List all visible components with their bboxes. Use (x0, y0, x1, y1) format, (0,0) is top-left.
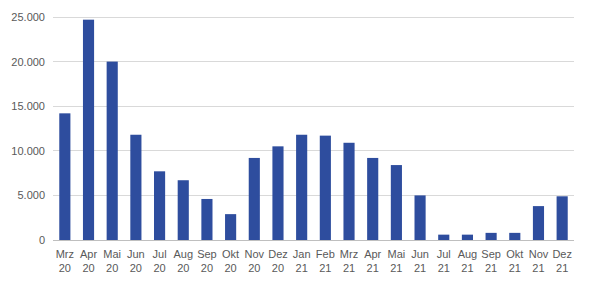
x-tick-label: Jul20 (153, 248, 167, 274)
x-tick-label: Nov21 (529, 248, 549, 274)
grid (53, 17, 574, 240)
x-tick-label: Sep21 (481, 248, 501, 274)
grid-line (53, 106, 574, 107)
x-tick-label: Jul21 (437, 248, 451, 274)
x-tick-label: Mrz20 (56, 248, 74, 274)
x-tick-label: Feb21 (316, 248, 335, 274)
bar (272, 146, 283, 240)
x-tick-label: Aug20 (173, 248, 193, 274)
x-tick-label: Mai21 (388, 248, 406, 274)
chart: 0 5.000 10.000 15.000 20.000 25.000 Mrz20 Apr20… (0, 0, 590, 287)
x-tick-label: Apr20 (80, 248, 97, 274)
x-tick-label: Apr21 (364, 248, 381, 274)
bar (296, 135, 307, 240)
x-tick-label: Dez21 (552, 248, 572, 274)
x-tick-label: Aug21 (458, 248, 478, 274)
x-tick-label: Dez20 (268, 248, 288, 274)
bar (201, 199, 212, 240)
y-tick-label: 10.000 (11, 145, 45, 157)
x-tick-label: Mai20 (103, 248, 121, 274)
bar (59, 113, 70, 240)
grid-line (53, 61, 574, 62)
bar (249, 158, 260, 240)
bar (533, 206, 544, 240)
bar (462, 235, 473, 240)
bar (557, 196, 568, 240)
x-tick-label: Nov20 (245, 248, 265, 274)
bar (178, 180, 189, 240)
bar (343, 143, 354, 240)
bar (130, 135, 141, 240)
bar (107, 62, 118, 240)
y-tick-label: 20.000 (11, 56, 45, 68)
y-tick-label: 15.000 (11, 100, 45, 112)
bar (509, 233, 520, 240)
x-tick-label: Jun20 (127, 248, 145, 274)
bar (391, 165, 402, 240)
bar (367, 158, 378, 240)
bar (225, 214, 236, 240)
x-tick-label: Sep20 (197, 248, 217, 274)
x-tick-label: Jan21 (293, 248, 311, 274)
y-tick-label: 5.000 (17, 189, 45, 201)
x-tick-label: Okt21 (506, 248, 523, 274)
y-tick-label: 25.000 (11, 11, 45, 23)
x-tick-label: Okt20 (222, 248, 239, 274)
bars (59, 20, 567, 240)
y-tick-label: 0 (39, 234, 45, 246)
bar (486, 233, 497, 240)
grid-line (53, 17, 574, 18)
bar (83, 20, 94, 240)
bar (415, 195, 426, 240)
x-tick-label: Mrz21 (340, 248, 358, 274)
bar (320, 136, 331, 240)
bar (438, 235, 449, 240)
bar (154, 171, 165, 240)
x-tick-label: Jun21 (411, 248, 429, 274)
